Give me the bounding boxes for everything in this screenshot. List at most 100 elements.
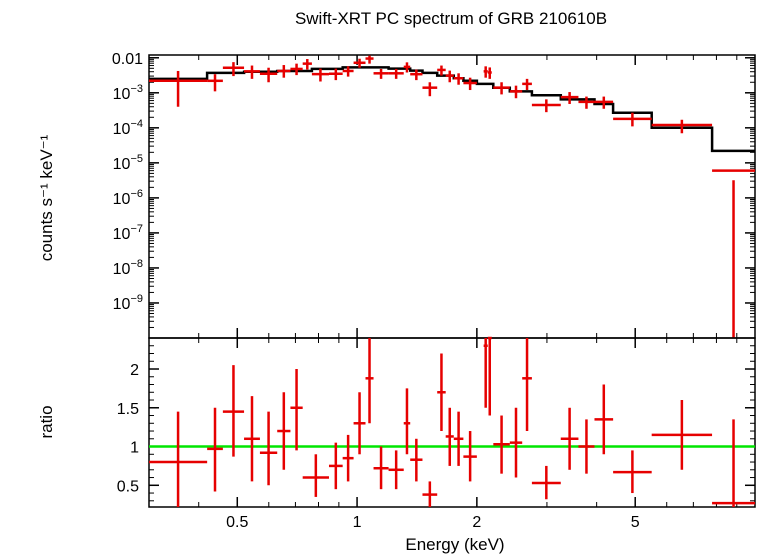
ratio-plot-frame — [148, 337, 756, 508]
spectrum-data-point — [437, 65, 446, 76]
x-tick-label: 0.5 — [226, 514, 248, 531]
spectrum-data-point — [222, 62, 245, 77]
spectrum-data-point — [403, 62, 411, 73]
ratio-data-point — [487, 336, 492, 416]
y-tick-label: 10−8 — [113, 258, 143, 278]
spectrum-data-point — [453, 73, 464, 85]
spectrum-data-point — [463, 77, 477, 91]
ratio-data-point — [388, 450, 404, 490]
ratio-data-point — [342, 434, 354, 482]
spectrum-data-point — [244, 65, 260, 79]
spectrum-data-point — [149, 70, 208, 107]
ratio-data-point — [560, 407, 579, 470]
ratio-data-points — [149, 336, 755, 507]
ratio-data-point — [302, 454, 329, 497]
spectrum-data-point — [311, 68, 329, 82]
y-tick-label: 10−9 — [113, 293, 143, 313]
spectrum-data-point — [509, 85, 523, 99]
y-tick-base: 10 — [113, 226, 131, 243]
spectrum-data-points — [149, 55, 755, 338]
y-tick-base: 10 — [113, 156, 131, 173]
ratio-data-point — [463, 431, 477, 482]
spectrum-x-ticks — [198, 55, 738, 338]
ratio-data-point — [493, 415, 510, 474]
y-tick-label: 10−5 — [113, 153, 143, 173]
y-tick-exponent: −4 — [130, 118, 143, 130]
ratio-data-point — [509, 407, 523, 478]
ratio-data-point — [290, 369, 303, 451]
spectrum-data-point — [259, 67, 278, 83]
y-tick-label: 10−3 — [113, 83, 143, 103]
spectrum-data-point — [353, 58, 366, 68]
x-tick-label: 2 — [472, 514, 481, 531]
x-tick-label: 1 — [353, 514, 362, 531]
spectrum-data-point — [207, 74, 223, 92]
y-tick-exponent: −3 — [130, 83, 143, 95]
ratio-data-point — [277, 392, 291, 470]
y-tick-base: 10 — [113, 191, 131, 208]
y-tick-base: 10 — [113, 296, 131, 313]
chart-title: Swift-XRT PC spectrum of GRB 210610B — [295, 9, 607, 28]
ratio-data-point — [453, 411, 464, 466]
y-tick-label: 10−7 — [113, 223, 143, 243]
ratio-data-point — [244, 396, 260, 482]
ratio-y-tick-label: 2 — [130, 362, 139, 379]
y-tick-exponent: −5 — [130, 153, 143, 165]
ratio-data-point — [613, 450, 652, 494]
spectrum-data-point — [290, 63, 303, 76]
ratio-data-point — [594, 384, 614, 455]
ratio-data-point — [207, 407, 223, 492]
spectrum-data-point — [613, 112, 652, 127]
spectrum-data-point — [388, 68, 404, 79]
ratio-data-point — [522, 338, 532, 432]
model-step-line — [149, 66, 755, 153]
spectrum-data-point — [522, 78, 532, 91]
spectrum-y-axis-title: counts s⁻¹ keV⁻¹ — [37, 134, 56, 261]
ratio-data-point — [445, 407, 454, 466]
spectrum-data-point — [531, 99, 561, 113]
spectrum-data-point — [365, 55, 374, 64]
y-tick-exponent: −7 — [130, 223, 143, 235]
y-tick-label: 10−4 — [113, 118, 143, 138]
x-axis-title: Energy (keV) — [405, 535, 504, 554]
y-tick-base: 10 — [113, 261, 131, 278]
spectrum-data-point — [651, 119, 713, 134]
y-tick-label: 10−6 — [113, 188, 143, 208]
spectrum-data-point — [487, 67, 492, 79]
spectrum-data-point — [277, 65, 291, 78]
y-tick-exponent: −8 — [130, 258, 143, 270]
ratio-y-tick-label: 1.5 — [117, 401, 139, 418]
ratio-y-tick-label: 0.5 — [117, 478, 139, 495]
ratio-data-point — [410, 438, 423, 482]
ratio-data-point — [222, 365, 245, 457]
ratio-data-point — [259, 411, 278, 486]
ratio-data-point — [651, 400, 713, 470]
spectrum-data-point — [594, 96, 614, 109]
ratio-y-tick-label: 1 — [130, 440, 139, 457]
ratio-data-point — [403, 388, 411, 455]
ratio-y-ticks: 0.5 1 1.5 2 — [117, 345, 755, 502]
y-tick-base: 10 — [113, 86, 131, 103]
ratio-data-point — [422, 481, 438, 507]
spectrum-data-point — [712, 169, 755, 338]
spectrum-data-point — [493, 82, 510, 95]
ratio-data-point — [437, 353, 446, 432]
ratio-data-point — [712, 419, 755, 507]
ratio-data-point — [531, 465, 561, 500]
ratio-data-point — [328, 442, 343, 490]
spectrum-plot-frame — [148, 54, 756, 339]
model-step-path — [149, 66, 755, 153]
ratio-data-point — [353, 392, 366, 455]
spectrum-data-point — [483, 66, 488, 78]
ratio-panel: 0.5 1 1.5 2 0.5 1 2 5 — [117, 336, 756, 531]
spectrum-data-point — [373, 68, 389, 79]
ratio-data-point — [578, 419, 595, 474]
ratio-data-point — [373, 446, 389, 490]
y-tick-exponent: −9 — [130, 293, 143, 305]
spectrum-data-point — [560, 92, 579, 104]
spectrum-data-point — [410, 69, 423, 81]
ratio-y-axis-title: ratio — [37, 405, 56, 438]
